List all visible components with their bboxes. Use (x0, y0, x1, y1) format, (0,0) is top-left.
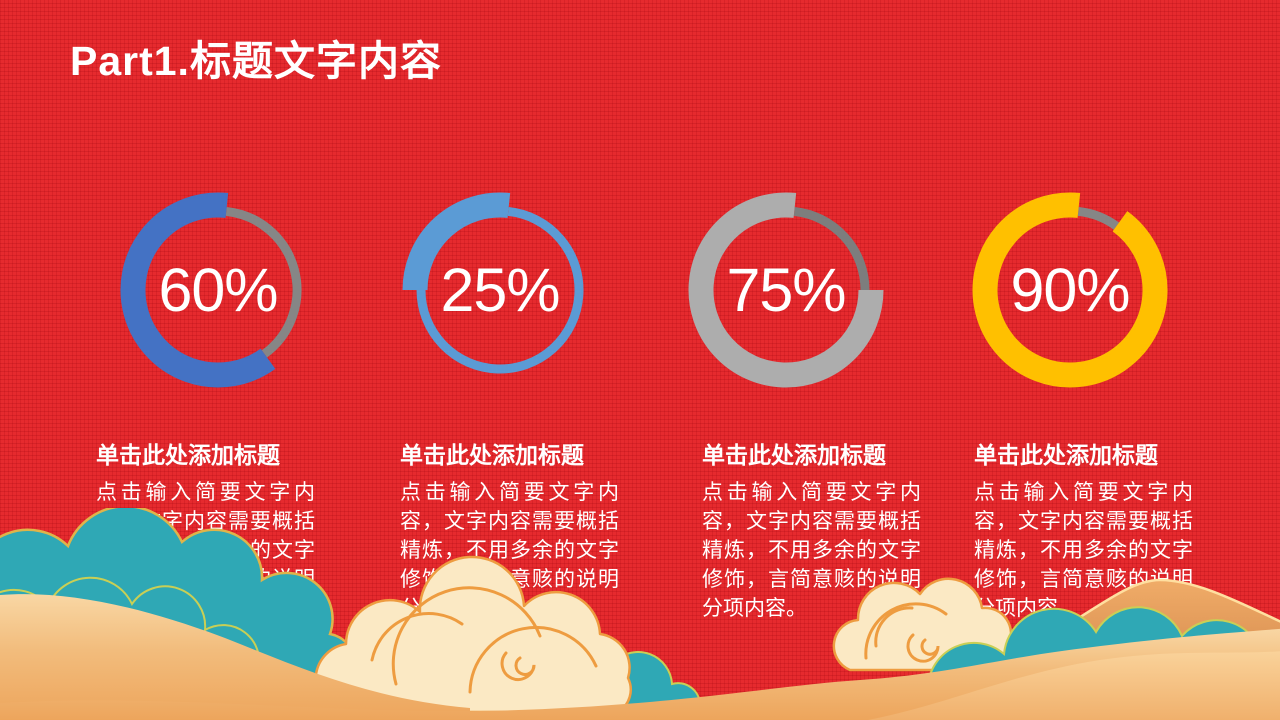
stat-body: 点击输入简要文字内容，文字内容需要概括精炼，不用多余的文字修饰，言简意赅的说明分… (702, 481, 921, 621)
page-title: Part1.标题文字内容 (70, 38, 442, 84)
stat-text-block: 单击此处添加标题 点击输入简要文字内容，文字内容需要概括精炼，不用多余的文字修饰… (702, 442, 921, 623)
donut-progress-arc (688, 192, 884, 388)
stat-heading: 单击此处添加标题 (96, 442, 280, 468)
donut-chart-2 (402, 192, 584, 374)
donut-track-arc (416, 206, 584, 374)
donut-track-arc (793, 206, 870, 291)
donut-chart-3 (688, 192, 884, 388)
donut-track-arc (1077, 206, 1120, 230)
donut-progress-arc (120, 192, 276, 388)
donut-percent-label: 90% (1010, 256, 1130, 324)
stat-heading: 单击此处添加标题 (400, 442, 584, 468)
stat-heading: 单击此处添加标题 (702, 442, 886, 468)
donut-progress-arc (972, 192, 1168, 388)
donut-chart-1 (120, 192, 302, 388)
sand-dunes (0, 594, 1280, 720)
stat-text-block: 单击此处添加标题 点击输入简要文字内容，文字内容需要概括精炼，不用多余的文字修饰… (974, 442, 1193, 623)
bottom-decoration-illustration (0, 508, 1280, 720)
donut-percent-label: 75% (726, 256, 846, 324)
donut-chart-4 (972, 192, 1168, 388)
donut-percent-label: 60% (158, 256, 278, 324)
donut-progress-arc (402, 192, 511, 291)
cloud-cream-left (314, 555, 632, 714)
stat-body: 点击输入简要文字内容，文字内容需要概括精炼，不用多余的文字修饰，言简意赅的说明分… (974, 481, 1193, 621)
stat-heading: 单击此处添加标题 (974, 442, 1158, 468)
donut-percent-label: 25% (440, 256, 560, 324)
donut-track-arc (225, 206, 302, 358)
